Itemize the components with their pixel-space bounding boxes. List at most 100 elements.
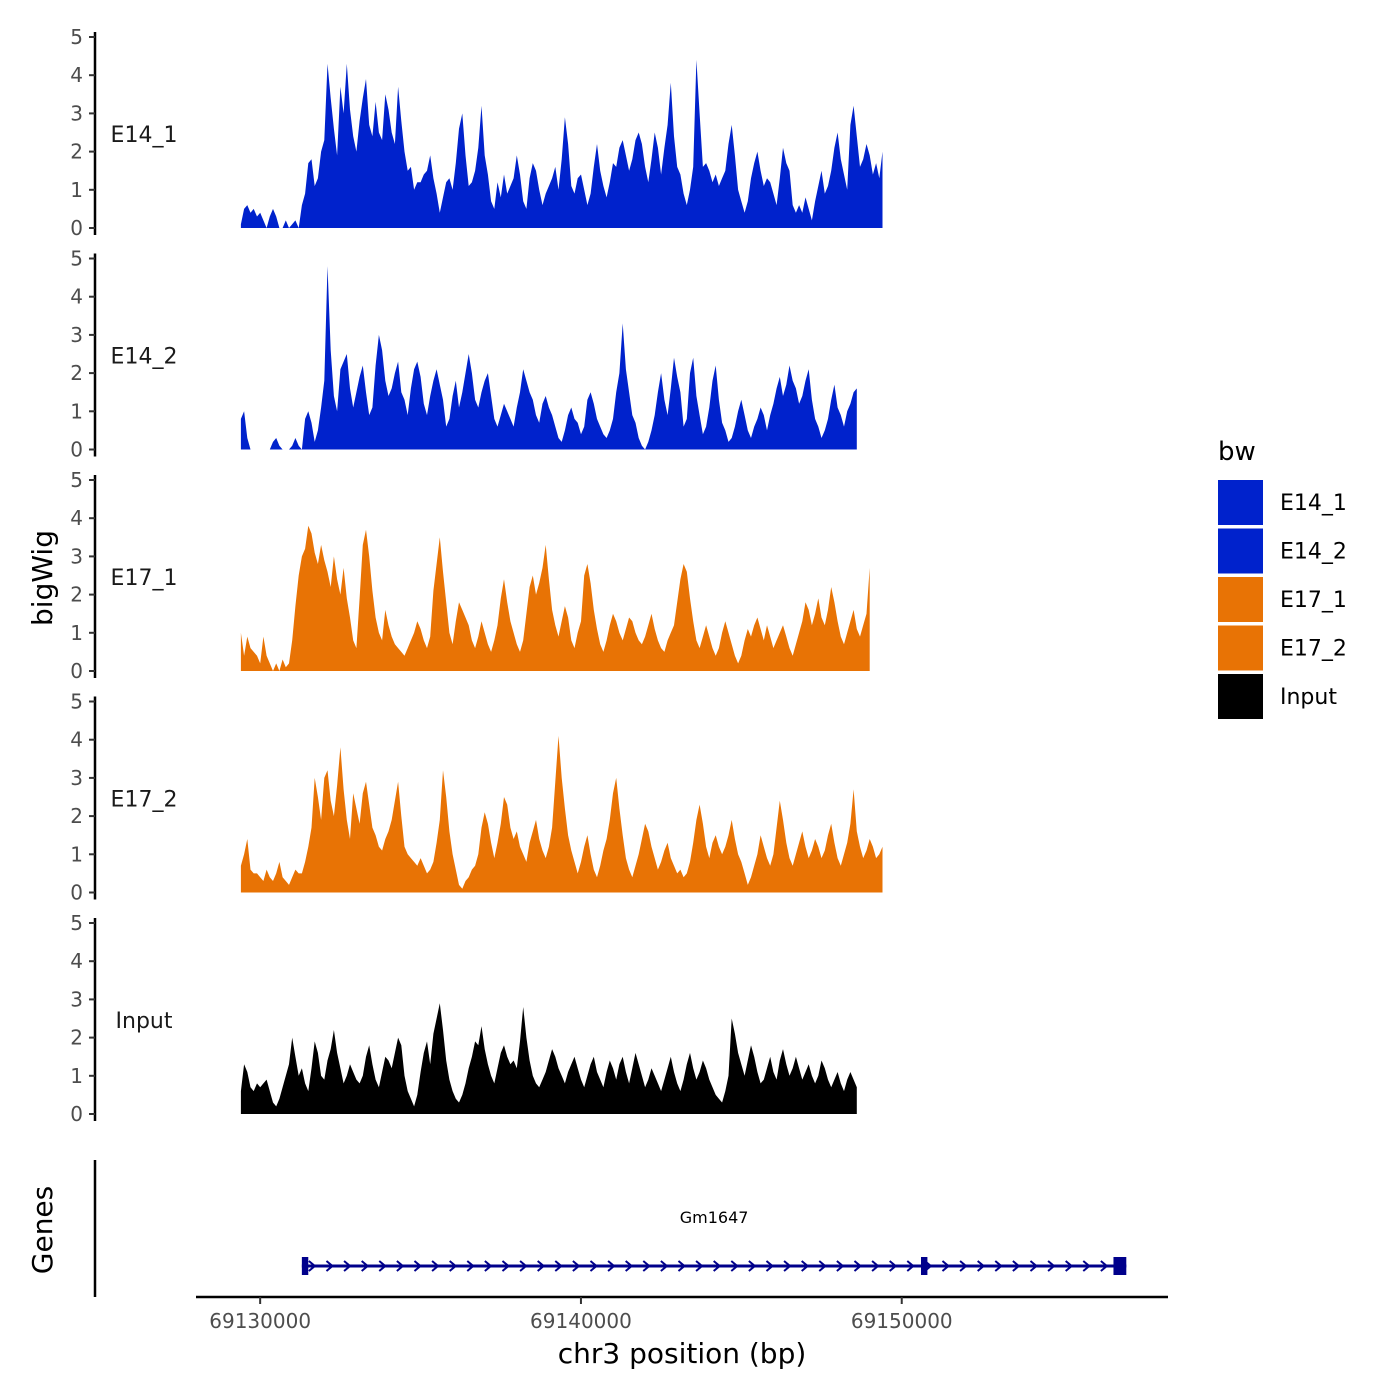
y-tick-label: 1 [70,178,83,202]
track-label: E17_1 [111,566,178,591]
y-tick-label: 1 [70,842,83,866]
legend-label-E14_2: E14_2 [1280,540,1347,565]
strand-arrow [413,1260,423,1272]
strand-arrow [765,1260,775,1272]
y-tick-label: 0 [70,216,83,240]
genes-track-label: Genes [26,1186,59,1274]
strand-arrow [343,1260,352,1272]
strand-arrow [361,1260,370,1272]
x-tick-label: 69130000 [209,1309,311,1333]
track-E14_1: 0 1 2 3 4 5 E14_1 [70,25,883,240]
strand-arrow [1065,1260,1074,1272]
strand-arrow [449,1260,458,1272]
strand-arrow [959,1260,968,1272]
track-label: E14_2 [111,345,178,370]
strand-arrow [853,1260,863,1272]
strand-arrow [730,1260,739,1272]
strand-arrow [554,1260,563,1272]
track-label: E14_1 [111,123,178,148]
legend-swatch-E17_1 [1218,577,1263,622]
x-tick-label: 69150000 [851,1309,953,1333]
y-axis-title: bigWig [26,530,59,626]
strand-arrow [977,1260,986,1272]
exon [1113,1257,1127,1275]
strand-arrow [501,1260,511,1272]
legend-label-E17_1: E17_1 [1280,588,1347,613]
strand-arrow [695,1260,704,1272]
strand-arrow [572,1260,581,1272]
y-tick-label: 0 [70,881,83,905]
y-tick-label: 0 [70,1102,83,1126]
track-E14_2: 0 1 2 3 4 5 E14_2 [70,247,857,462]
track-E17_2: 0 1 2 3 4 5 E17_2 [70,690,883,905]
y-tick-label: 4 [70,285,83,309]
y-tick-label: 4 [70,506,83,530]
y-tick-label: 2 [70,140,83,164]
strand-arrow [941,1260,951,1272]
y-tick-label: 0 [70,659,83,683]
signal-tracks: 0 1 2 3 4 5 E14_1 0 1 2 3 4 5 E14_2 0 1 2 3 4 5 E17_1 0 1 2 3 4 5 E… [70,25,883,1126]
y-tick-label: 3 [70,766,83,790]
strand-arrow [1047,1260,1056,1272]
strand-arrow [1012,1260,1021,1272]
strand-arrow [906,1260,915,1272]
y-tick-label: 5 [70,25,83,49]
x-axis: 69130000 69140000 69150000 [196,1295,1168,1333]
strand-arrow [1029,1260,1039,1272]
legend-swatch-E17_2 [1218,625,1263,671]
strand-arrow [889,1260,898,1272]
strand-arrow [431,1260,440,1272]
exon [920,1257,928,1275]
strand-arrow [1082,1260,1091,1272]
strand-arrow [484,1260,493,1272]
strand-arrow [748,1260,757,1272]
strand-arrow [537,1260,546,1272]
strand-arrow [836,1260,845,1272]
strand-arrow [642,1260,651,1272]
strand-arrow [677,1260,687,1272]
legend-label-E14_1: E14_1 [1280,491,1347,516]
y-tick-label: 3 [70,987,83,1011]
y-tick-label: 5 [70,247,83,271]
track-label: E17_2 [111,788,178,813]
area-Input [240,1003,857,1114]
legend-label-E17_2: E17_2 [1280,637,1347,662]
strand-arrow [466,1260,475,1272]
y-tick-label: 5 [70,468,83,492]
y-tick-label: 3 [70,323,83,347]
strand-arrow [519,1260,528,1272]
area-E17_2 [240,735,883,893]
y-tick-label: 2 [70,361,83,385]
legend-label-Input: Input [1280,685,1337,710]
y-tick-label: 4 [70,949,83,973]
strand-arrow [1100,1260,1109,1272]
strand-arrow [713,1260,722,1272]
strand-arrow [396,1260,405,1272]
strand-arrow [994,1260,1003,1272]
y-tick-label: 5 [70,911,83,935]
strand-arrow [871,1260,880,1272]
y-tick-label: 5 [70,690,83,714]
y-tick-label: 1 [70,1064,83,1088]
gene-name: Gm1647 [680,1208,749,1227]
y-tick-label: 1 [70,621,83,645]
y-tick-label: 2 [70,583,83,607]
legend: bw E14_1 E14_2 E17_1 E17_2 Input [1218,437,1347,719]
track-Input: 0 1 2 3 4 5 Input [70,911,857,1126]
area-E17_1 [240,525,870,671]
strand-arrow [378,1260,387,1272]
strand-arrow [308,1260,317,1272]
track-label: Input [116,1009,173,1034]
exon [301,1257,309,1275]
legend-swatch-E14_1 [1218,480,1263,525]
x-axis-title: chr3 position (bp) [558,1337,807,1370]
strand-arrow [801,1260,810,1272]
strand-arrow [589,1260,599,1272]
strand-arrow [625,1260,634,1272]
legend-swatch-E14_2 [1218,528,1263,574]
strand-arrow [818,1260,827,1272]
area-E14_1 [240,59,883,229]
legend-title: bw [1218,437,1256,467]
gene-Gm1647: Gm1647 [301,1208,1127,1275]
y-tick-label: 0 [70,438,83,462]
